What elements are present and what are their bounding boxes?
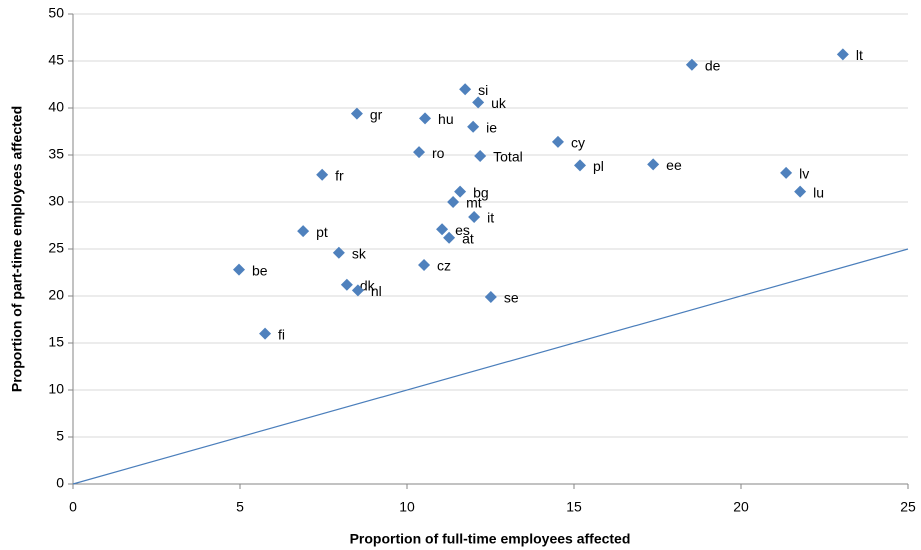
x-tick-label: 5 xyxy=(236,499,244,515)
point-label: pl xyxy=(593,158,604,174)
scatter-point xyxy=(468,211,481,224)
scatter-point xyxy=(351,284,364,297)
point-label: hu xyxy=(438,111,454,127)
y-tick-label: 25 xyxy=(48,240,64,256)
y-tick-label: 35 xyxy=(48,146,64,162)
point-label: lt xyxy=(856,47,863,63)
x-tick-label: 20 xyxy=(733,499,749,515)
point-label: be xyxy=(252,262,268,278)
point-label: cy xyxy=(571,135,585,151)
point-label: gr xyxy=(370,106,383,122)
point-label: ie xyxy=(486,120,497,136)
scatter-point xyxy=(332,246,345,259)
scatter-point xyxy=(297,225,310,238)
y-tick-label: 10 xyxy=(48,381,64,397)
x-tick-label: 15 xyxy=(566,499,582,515)
scatter-point xyxy=(454,185,467,198)
scatter-point xyxy=(459,83,472,96)
scatter-point xyxy=(474,149,487,162)
scatter-point xyxy=(316,168,329,181)
scatter-point xyxy=(413,146,426,159)
y-tick-label: 5 xyxy=(56,428,64,444)
point-label: cz xyxy=(437,258,451,274)
point-label: mt xyxy=(466,195,482,211)
point-label: Total xyxy=(493,149,523,165)
x-tick-label: 0 xyxy=(69,499,77,515)
x-axis-title: Proportion of full-time employees affect… xyxy=(350,531,631,547)
scatter-point xyxy=(467,120,480,133)
scatter-point xyxy=(794,185,807,198)
scatter-point xyxy=(685,58,698,71)
point-label: at xyxy=(462,230,474,246)
x-tick-label: 10 xyxy=(399,499,415,515)
scatter-point xyxy=(259,327,272,340)
x-tick-label: 25 xyxy=(900,499,916,515)
y-tick-label: 40 xyxy=(48,99,64,115)
y-tick-label: 30 xyxy=(48,193,64,209)
reference-line xyxy=(72,248,909,485)
scatter-point xyxy=(780,166,793,179)
point-label: it xyxy=(487,210,494,226)
scatter-point xyxy=(418,258,431,271)
point-label: fr xyxy=(335,167,344,183)
scatter-point xyxy=(350,107,363,120)
point-label: ro xyxy=(432,145,445,161)
point-label: uk xyxy=(491,95,507,111)
point-label: dk xyxy=(360,277,376,293)
y-axis-title: Proportion of part-time employees affect… xyxy=(9,106,25,392)
scatter-point xyxy=(484,290,497,303)
point-label: es xyxy=(455,222,470,238)
point-label: pt xyxy=(316,224,328,240)
point-label: ee xyxy=(666,157,682,173)
y-tick-label: 20 xyxy=(48,287,64,303)
y-tick-label: 50 xyxy=(48,5,64,21)
scatter-point xyxy=(419,112,432,125)
scatter-point xyxy=(436,223,449,236)
scatter-point xyxy=(447,196,460,208)
point-label: nl xyxy=(371,283,382,299)
point-label: si xyxy=(478,82,488,98)
scatter-point xyxy=(551,135,564,148)
scatter-point xyxy=(836,48,849,61)
scatter-point xyxy=(574,159,587,172)
scatter-point xyxy=(232,263,245,276)
y-tick-label: 45 xyxy=(48,52,64,68)
point-label: sk xyxy=(352,245,367,261)
scatter-point xyxy=(340,278,353,291)
y-tick-label: 0 xyxy=(56,475,64,491)
point-label: se xyxy=(504,290,519,306)
scatter-point xyxy=(443,231,456,244)
point-label: de xyxy=(705,57,721,73)
point-label: fi xyxy=(278,326,285,342)
y-tick-label: 15 xyxy=(48,334,64,350)
scatter-point xyxy=(647,158,660,171)
point-label: lu xyxy=(813,184,824,200)
scatter-point xyxy=(472,96,485,109)
point-label: lv xyxy=(799,166,809,182)
point-label: bg xyxy=(473,184,489,200)
